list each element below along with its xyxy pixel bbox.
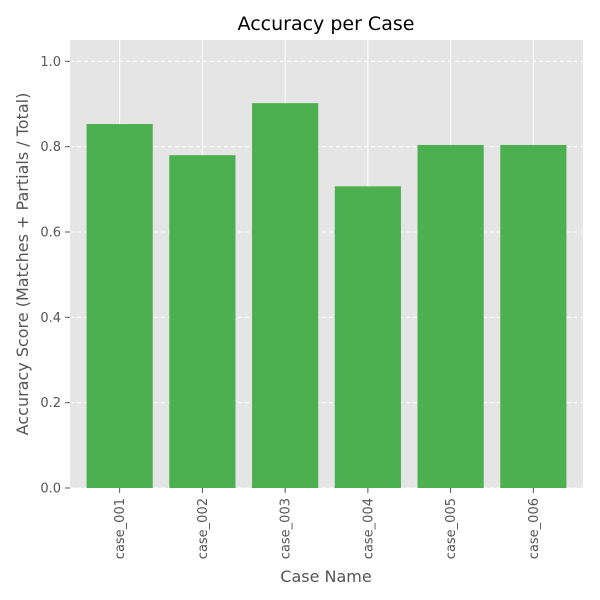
y-tick-label: 0.6 [40,226,61,241]
x-tick-label: case_003 [279,498,294,559]
y-axis-ticks: 0.0 0.2 0.4 0.6 0.8 1.0 [40,55,70,497]
x-tick-label: case_004 [361,498,376,559]
y-tick-label: 0.0 [40,482,61,497]
bar-case_006 [500,144,567,488]
bar-case_003 [252,103,319,488]
bar-case_004 [334,186,401,488]
x-tick-label: case_001 [113,498,128,559]
y-tick-label: 0.2 [40,396,61,411]
y-axis-label: Accuracy Score (Matches + Partials / Tot… [13,93,32,436]
chart-title: Accuracy per Case [238,13,415,35]
plot-area [70,40,583,488]
x-tick-label: case_005 [444,498,459,559]
x-tick-label: case_006 [527,498,542,559]
x-tick-label: case_002 [196,498,211,559]
y-tick-label: 0.4 [40,311,61,326]
bar-case_001 [86,124,153,488]
bars [86,103,567,488]
y-tick-label: 1.0 [40,55,61,70]
x-axis-ticks: case_001 case_002 case_003 case_004 case_005… [113,488,542,559]
x-axis-label: Case Name [280,567,371,586]
y-tick-label: 0.8 [40,140,61,155]
bar-case_005 [417,144,484,488]
bar-case_002 [169,155,236,488]
